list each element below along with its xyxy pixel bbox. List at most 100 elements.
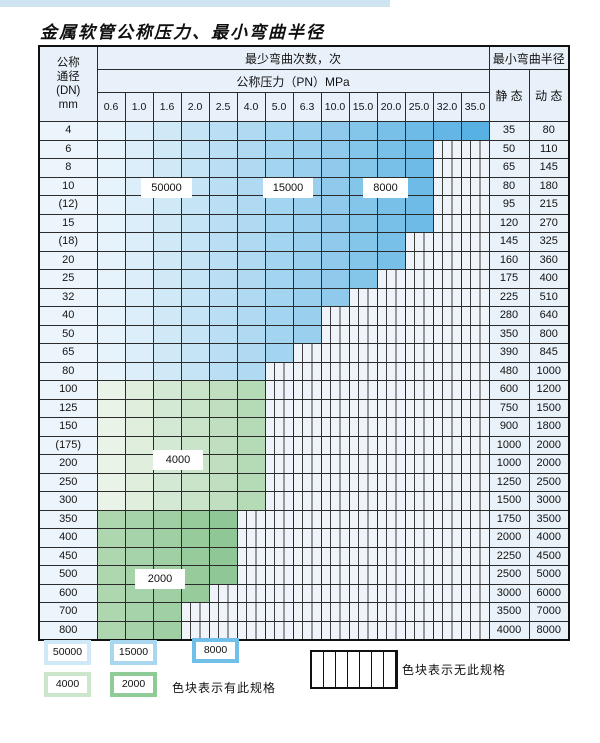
static-radius-cell: 2250 — [488, 546, 530, 566]
dn-cell: 150 — [38, 417, 98, 437]
pressure-cell-available — [404, 121, 434, 141]
pressure-cell-available — [180, 158, 210, 178]
dn-cell: 600 — [38, 583, 98, 603]
pressure-cell-unavailable-hatch — [236, 620, 266, 641]
pressure-cell-available — [96, 472, 126, 492]
pressure-cell-unavailable-hatch — [432, 565, 462, 585]
pressure-cell-available — [124, 213, 154, 233]
static-radius-cell: 2000 — [488, 528, 530, 548]
pressure-cell-unavailable-hatch — [404, 528, 434, 548]
pressure-cell-unavailable-hatch — [460, 324, 490, 344]
pressure-cell-available — [292, 250, 322, 270]
pressure-cell-unavailable-hatch — [292, 454, 322, 474]
legend-swatch-15000: 15000 — [110, 640, 157, 665]
pressure-cell-available — [236, 306, 266, 326]
pressure-cell-available — [264, 250, 294, 270]
pressure-cell-unavailable-hatch — [208, 602, 238, 622]
static-radius-cell: 1250 — [488, 472, 530, 492]
pressure-cell-available — [124, 121, 154, 141]
pressure-cell-available — [96, 213, 126, 233]
pressure-cell-unavailable-hatch — [320, 528, 350, 548]
legend-hatch-swatch — [310, 650, 398, 689]
pressure-cell-available — [124, 195, 154, 215]
pressure-cell-unavailable-hatch — [348, 306, 378, 326]
pressure-cell-available — [124, 380, 154, 400]
pressure-cell-available — [404, 158, 434, 178]
dn-cell: (175) — [38, 435, 98, 455]
table-row: (18) 145 325 — [38, 232, 570, 252]
legend-swatch-value: 2000 — [114, 676, 153, 693]
pressure-cell-available — [208, 287, 238, 307]
pressure-cell-available — [96, 287, 126, 307]
pressure-cell-unavailable-hatch — [404, 380, 434, 400]
dynamic-radius-cell: 1200 — [528, 380, 570, 400]
pressure-cell-available — [124, 435, 154, 455]
pressure-cell-unavailable-hatch — [460, 491, 490, 511]
pressure-cell-available — [376, 139, 406, 159]
pressure-cell-available — [292, 269, 322, 289]
static-radius-cell: 175 — [488, 269, 530, 289]
legend-swatch-4000: 4000 — [44, 672, 91, 697]
pressure-cell-unavailable-hatch — [404, 565, 434, 585]
pressure-cell-available — [320, 269, 350, 289]
pressure-cell-available — [180, 213, 210, 233]
dynamic-radius-cell: 1000 — [528, 361, 570, 381]
pressure-tick-header: 10.0 — [320, 92, 350, 122]
static-radius-cell: 145 — [488, 232, 530, 252]
pressure-cell-available — [320, 195, 350, 215]
pressure-cell-unavailable-hatch — [432, 509, 462, 529]
pressure-cell-available — [292, 213, 322, 233]
pressure-cell-unavailable-hatch — [348, 491, 378, 511]
pressure-cell-unavailable-hatch — [460, 380, 490, 400]
pressure-cell-available — [236, 435, 266, 455]
pressure-cell-unavailable-hatch — [320, 435, 350, 455]
pressure-cell-available — [236, 324, 266, 344]
pressure-cell-available — [208, 269, 238, 289]
pressure-cell-available — [208, 121, 238, 141]
pressure-cell-unavailable-hatch — [432, 472, 462, 492]
pressure-cell-available — [180, 565, 210, 585]
dynamic-radius-cell: 4500 — [528, 546, 570, 566]
dn-cell: 400 — [38, 528, 98, 548]
pressure-cell-available — [124, 398, 154, 418]
pressure-cell-available — [320, 213, 350, 233]
pressure-cell-unavailable-hatch — [404, 435, 434, 455]
pressure-cell-available — [292, 324, 322, 344]
zone-label-2000: 2000 — [135, 569, 185, 589]
pressure-cell-available — [376, 232, 406, 252]
pressure-cell-available — [124, 620, 154, 641]
pressure-cell-unavailable-hatch — [320, 546, 350, 566]
pressure-cell-available — [208, 565, 238, 585]
dynamic-radius-cell: 215 — [528, 195, 570, 215]
pressure-cell-available — [152, 232, 182, 252]
pressure-cell-available — [124, 158, 154, 178]
pressure-cell-unavailable-hatch — [320, 472, 350, 492]
pressure-cell-unavailable-hatch — [208, 583, 238, 603]
pressure-cell-available — [208, 139, 238, 159]
min-bend-radius-header: 最小弯曲半径 — [488, 45, 570, 70]
pressure-cell-available — [96, 306, 126, 326]
pressure-cell-available — [152, 139, 182, 159]
dn-cell: 500 — [38, 565, 98, 585]
pressure-cell-unavailable-hatch — [180, 602, 210, 622]
pressure-cell-unavailable-hatch — [460, 176, 490, 196]
pressure-cell-unavailable-hatch — [348, 546, 378, 566]
pressure-cell-available — [236, 361, 266, 381]
pressure-cell-available — [152, 195, 182, 215]
dn-column-header: 公称 通径 (DN) mm — [38, 45, 98, 122]
pressure-cell-unavailable-hatch — [404, 454, 434, 474]
pressure-cell-available — [96, 398, 126, 418]
pressure-cell-available — [348, 232, 378, 252]
pressure-cell-unavailable-hatch — [432, 213, 462, 233]
pressure-cell-available — [96, 509, 126, 529]
pressure-cell-available — [96, 602, 126, 622]
pressure-cell-unavailable-hatch — [264, 454, 294, 474]
dynamic-column-header: 动 态 — [528, 69, 570, 122]
static-radius-cell: 95 — [488, 195, 530, 215]
pressure-cell-unavailable-hatch — [376, 380, 406, 400]
pressure-cell-available — [208, 380, 238, 400]
pressure-cell-available — [180, 398, 210, 418]
pressure-cell-unavailable-hatch — [432, 546, 462, 566]
pressure-cell-unavailable-hatch — [376, 343, 406, 363]
nominal-pressure-header: 公称压力（PN）MPa — [96, 69, 490, 93]
